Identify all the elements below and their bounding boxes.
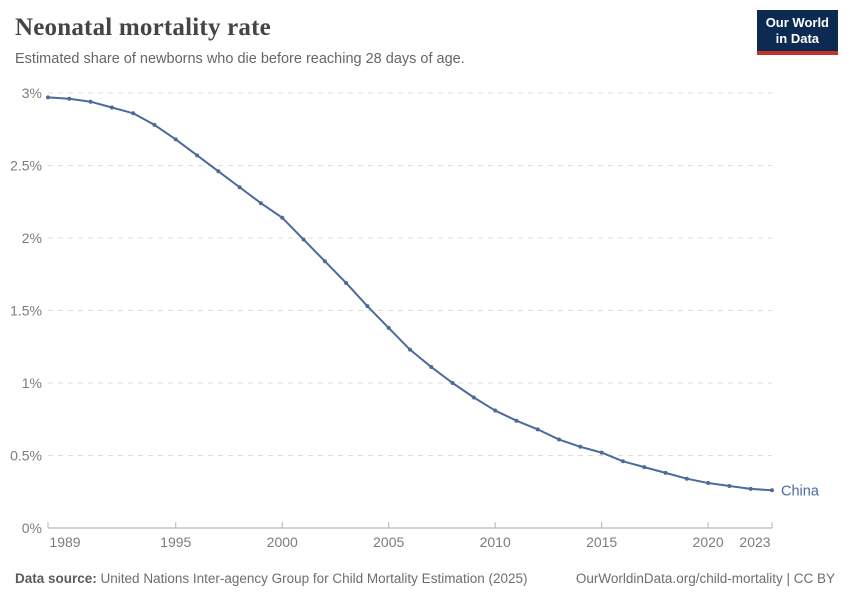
chart-footer: Data source: United Nations Inter-agency…	[15, 571, 835, 586]
data-point[interactable]	[770, 488, 774, 493]
data-point[interactable]	[471, 395, 476, 400]
data-point[interactable]	[280, 215, 285, 220]
chart-title: Neonatal mortality rate	[15, 14, 271, 41]
data-point[interactable]	[109, 105, 114, 110]
data-point[interactable]	[322, 259, 327, 264]
data-point[interactable]	[88, 99, 93, 104]
data-point[interactable]	[706, 481, 711, 486]
data-point[interactable]	[173, 137, 178, 142]
data-point[interactable]	[216, 169, 221, 174]
data-point[interactable]	[663, 470, 668, 475]
data-point[interactable]	[535, 427, 540, 432]
y-tick-label: 1%	[22, 375, 42, 391]
data-source-note: Data source: United Nations Inter-agency…	[15, 571, 527, 586]
owid-logo[interactable]: Our World in Data	[756, 10, 838, 55]
y-tick-label: 0%	[22, 520, 42, 536]
x-tick-label: 2005	[373, 534, 404, 550]
data-point[interactable]	[493, 408, 498, 413]
chart-subtitle: Estimated share of newborns who die befo…	[15, 51, 465, 67]
series-line[interactable]	[47, 96, 773, 492]
owid-logo-line1: Our World	[765, 15, 829, 30]
x-tick-label: 2000	[267, 534, 298, 550]
x-tick-label: 2020	[693, 534, 724, 550]
x-tick-label: 1989	[49, 534, 80, 550]
y-tick-label: 2.5%	[10, 158, 42, 174]
data-point[interactable]	[599, 450, 604, 455]
owid-logo-line2: in Data	[775, 31, 820, 46]
data-point[interactable]	[237, 185, 242, 190]
data-point[interactable]	[195, 153, 200, 158]
data-point[interactable]	[429, 365, 434, 370]
y-tick-label: 3%	[22, 85, 42, 101]
data-point[interactable]	[620, 459, 625, 464]
data-point[interactable]	[450, 381, 455, 385]
data-point[interactable]	[386, 325, 391, 330]
data-point[interactable]	[301, 237, 306, 242]
data-point[interactable]	[642, 465, 647, 470]
data-point[interactable]	[408, 347, 412, 352]
chart-header: Neonatal mortality rate Estimated share …	[15, 14, 835, 67]
x-tick-label: 2023	[739, 534, 770, 550]
data-point[interactable]	[727, 483, 732, 488]
series-label[interactable]: China	[781, 483, 820, 499]
data-point[interactable]	[46, 95, 50, 100]
x-tick-label: 1995	[160, 534, 191, 550]
data-source-text: United Nations Inter-agency Group for Ch…	[100, 571, 528, 586]
data-point[interactable]	[344, 280, 349, 285]
x-tick-label: 2010	[480, 534, 511, 550]
data-point[interactable]	[152, 122, 157, 127]
data-source-label: Data source:	[15, 571, 97, 586]
x-tick-label: 2015	[586, 534, 617, 550]
data-point[interactable]	[67, 96, 72, 101]
data-point[interactable]	[514, 418, 519, 423]
y-tick-label: 0.5%	[10, 448, 42, 464]
y-tick-label: 1.5%	[10, 303, 42, 319]
data-point[interactable]	[684, 476, 689, 481]
data-point[interactable]	[365, 304, 370, 309]
y-tick-label: 2%	[22, 230, 42, 246]
data-point[interactable]	[131, 111, 136, 116]
data-point[interactable]	[578, 444, 583, 449]
data-point[interactable]	[557, 437, 562, 442]
attribution-link[interactable]: OurWorldinData.org/child-mortality | CC …	[575, 571, 835, 586]
data-point[interactable]	[748, 486, 753, 491]
data-point[interactable]	[258, 201, 263, 206]
